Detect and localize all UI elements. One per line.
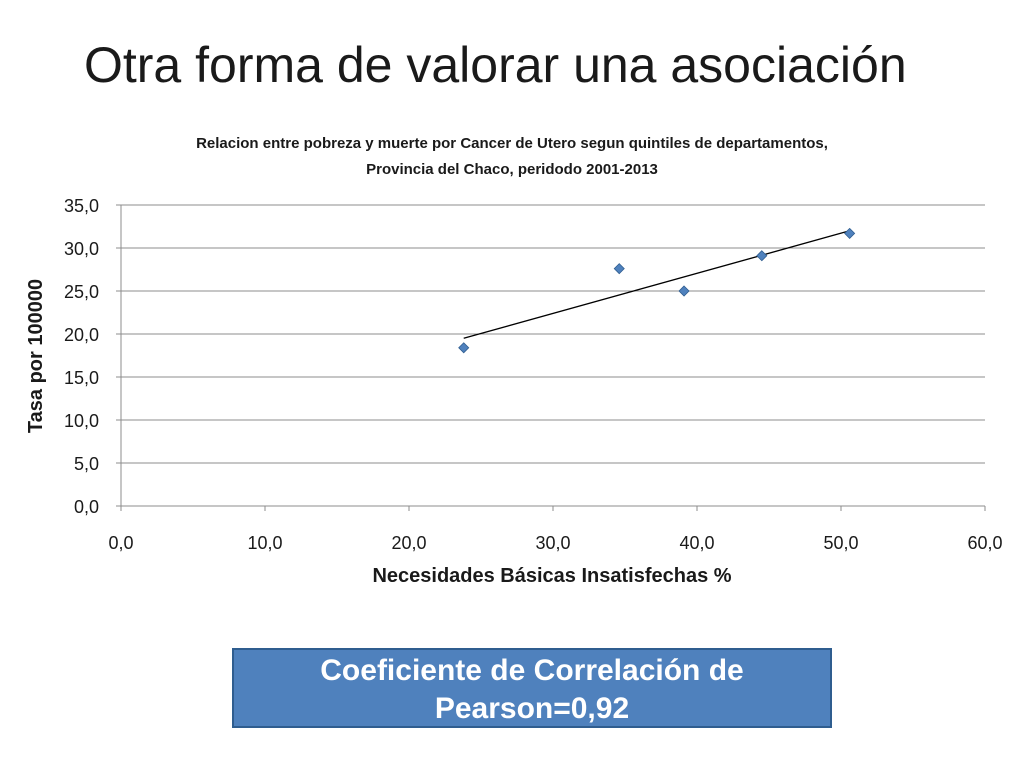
chart-title-line2: Provincia del Chaco, peridodo 2001-2013: [366, 161, 658, 178]
x-tick-label: 10,0: [247, 533, 282, 553]
y-tick-label: 10,0: [64, 411, 99, 431]
x-tick-label: 60,0: [967, 533, 1002, 553]
x-tick-label: 20,0: [391, 533, 426, 553]
data-point: [844, 227, 856, 239]
tick-labels: 0,0 5,0 10,0 15,0 20,0 25,0 30,0 35,0 0,0 10,0 20,…: [64, 196, 1003, 553]
y-tick-label: 15,0: [64, 368, 99, 388]
data-point: [756, 250, 768, 262]
grid-lines: [121, 204, 985, 464]
data-point: [458, 342, 470, 354]
data-point: [678, 285, 690, 297]
x-tick-label: 50,0: [823, 533, 858, 553]
y-tick-label: 0,0: [74, 497, 99, 517]
y-tick-label: 35,0: [64, 196, 99, 216]
scatter-chart: Relacion entre pobreza y muerte por Canc…: [0, 120, 1024, 600]
data-point: [613, 263, 625, 275]
pearson-line2: Pearson=0,92: [434, 692, 630, 725]
y-tick-label: 25,0: [64, 282, 99, 302]
chart-svg: Relacion entre pobreza y muerte por Canc…: [25, 135, 1003, 587]
y-axis-label: Tasa por 100000: [25, 279, 47, 433]
x-tick-label: 30,0: [535, 533, 570, 553]
chart-title-line1: Relacion entre pobreza y muerte por Canc…: [196, 135, 828, 152]
y-tick-label: 5,0: [74, 454, 99, 474]
slide-title: Otra forma de valorar una asociación: [84, 37, 907, 93]
pearson-line1: Coeficiente de Correlación de: [320, 654, 744, 687]
y-tick-label: 20,0: [64, 325, 99, 345]
x-tick-label: 0,0: [108, 533, 133, 553]
trendline: [463, 230, 850, 339]
pearson-correlation-box: Coeficiente de Correlación de Pearson=0,…: [232, 648, 832, 728]
y-tick-label: 30,0: [64, 239, 99, 259]
x-tick-label: 40,0: [679, 533, 714, 553]
trend-line: [463, 230, 850, 339]
data-points: [458, 227, 856, 354]
x-axis-label: Necesidades Básicas Insatisfechas %: [372, 565, 731, 587]
axes: [116, 204, 986, 511]
